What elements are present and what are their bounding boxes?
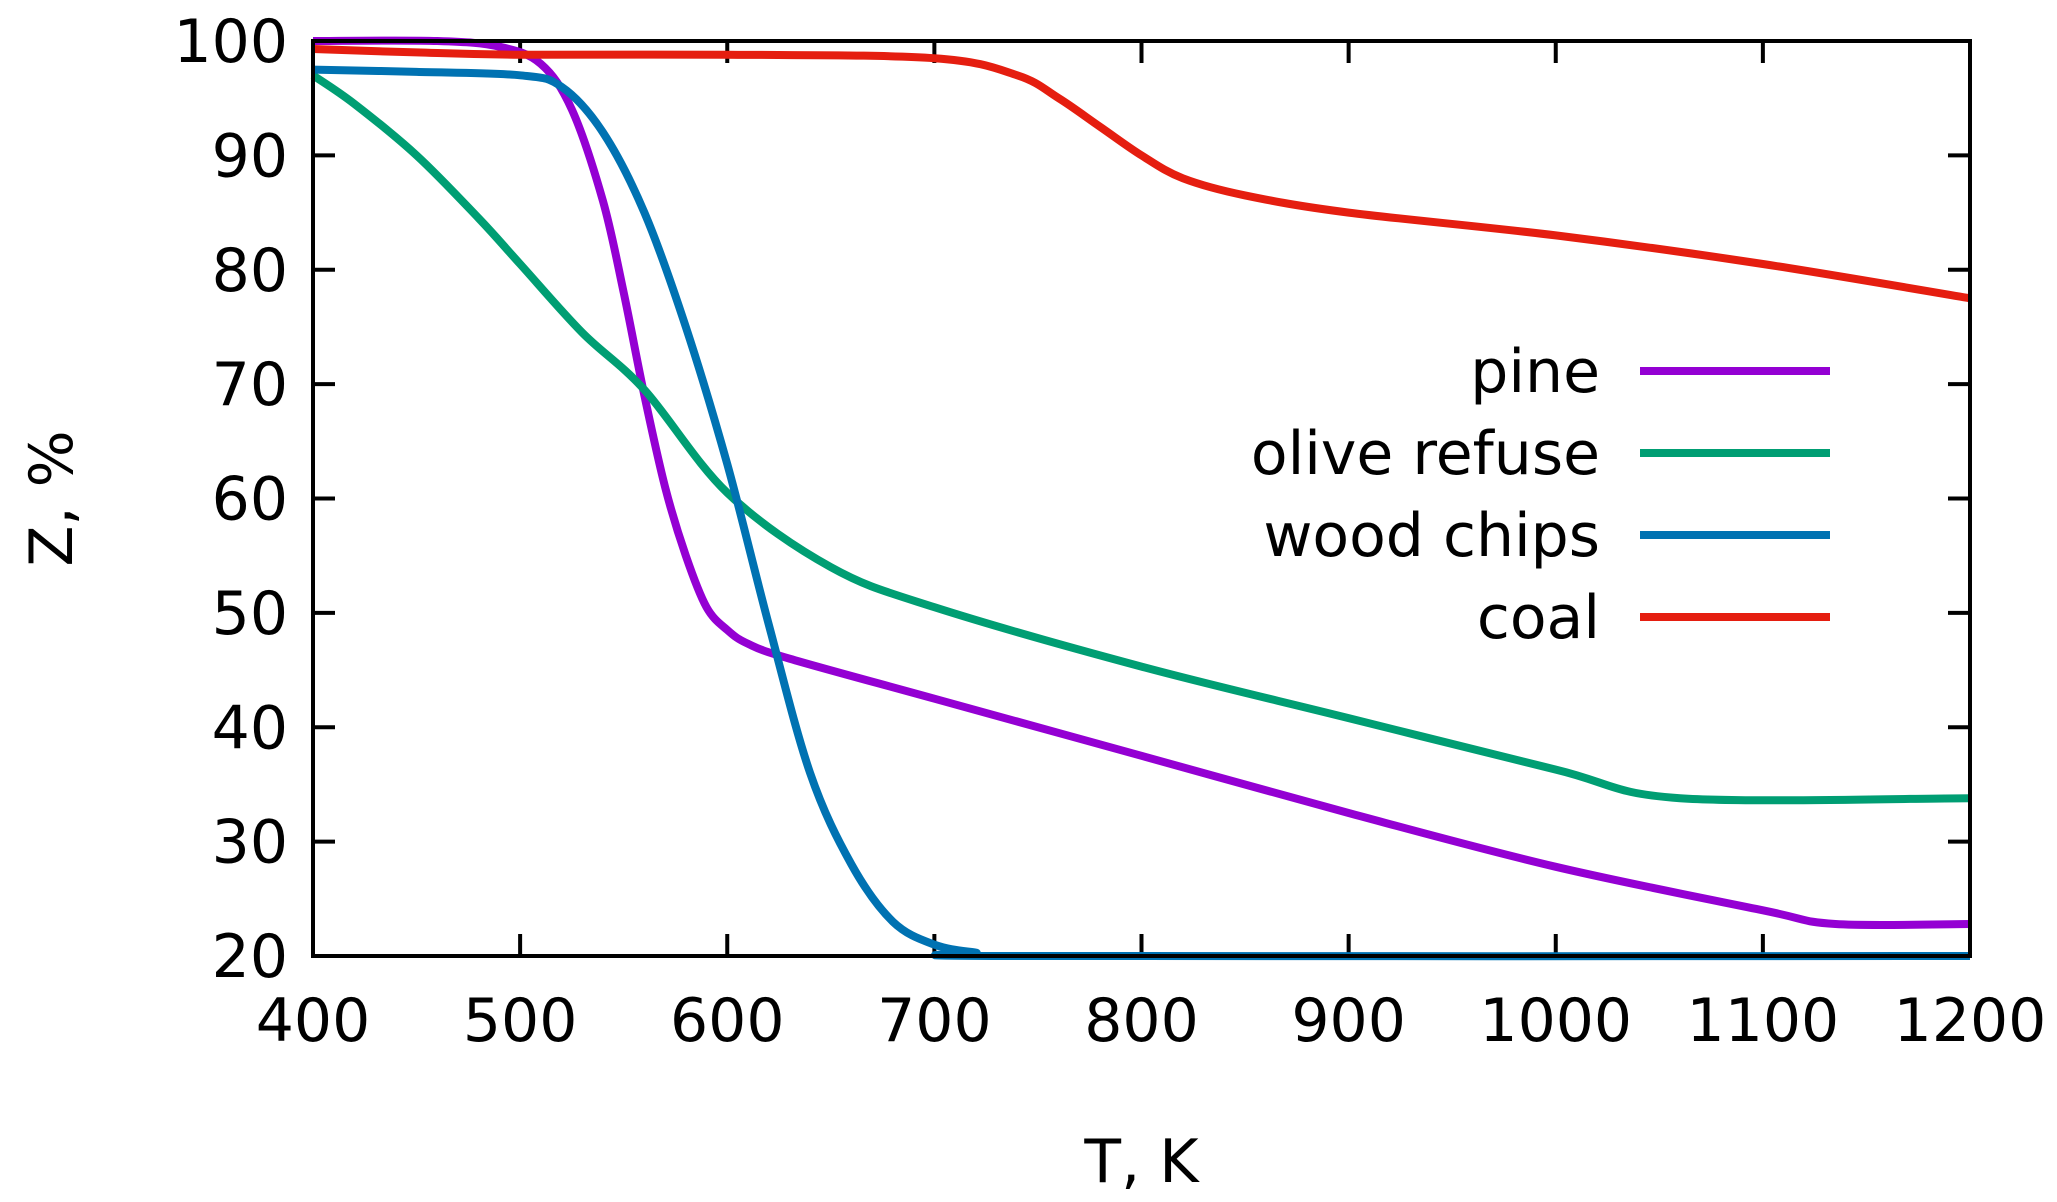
y-tick-label: 70 (212, 350, 288, 420)
x-axis-label: T, K (1083, 1127, 1200, 1197)
legend-label-coal: coal (1477, 583, 1600, 653)
legend: pine olive refuse wood chips coal (1251, 337, 1830, 653)
series-line-pine (312, 36, 1971, 930)
x-tick-label: 1000 (1479, 986, 1632, 1056)
plot-frame (311, 39, 1972, 958)
series-line-olive-refuse (310, 71, 1971, 805)
y-tick-label: 30 (212, 808, 288, 878)
y-tick-label: 50 (212, 579, 288, 649)
x-tick-label: 1100 (1687, 986, 1840, 1056)
y-tick-label: 20 (212, 922, 288, 992)
y-tick-label: 60 (212, 465, 288, 535)
series-line-coal (312, 45, 1971, 303)
legend-label-wood-chips: wood chips (1263, 501, 1600, 571)
y-axis-label: Z, % (17, 430, 87, 566)
x-tick-label: 500 (463, 986, 578, 1056)
x-tick-label: 600 (670, 986, 785, 1056)
legend-label-pine: pine (1470, 337, 1600, 407)
x-tick-label: 400 (256, 986, 371, 1056)
y-tick-label: 100 (173, 7, 288, 77)
ticks-layer (313, 41, 1970, 956)
series-line-wood-chips (312, 65, 1971, 961)
x-tick-label: 700 (877, 986, 992, 1056)
x-tick-label: 900 (1291, 986, 1406, 1056)
y-tick-label: 80 (212, 236, 288, 306)
tick-labels-layer: 400 500 600 700 800 900 1000 1100 1200 20 30 40 50 60… (173, 7, 2046, 1056)
x-tick-label: 1200 (1894, 986, 2047, 1056)
x-tick-label: 800 (1084, 986, 1199, 1056)
y-tick-label: 90 (212, 121, 288, 191)
series-layer (310, 36, 1971, 961)
legend-label-olive-refuse: olive refuse (1251, 419, 1600, 489)
y-tick-label: 40 (212, 693, 288, 763)
